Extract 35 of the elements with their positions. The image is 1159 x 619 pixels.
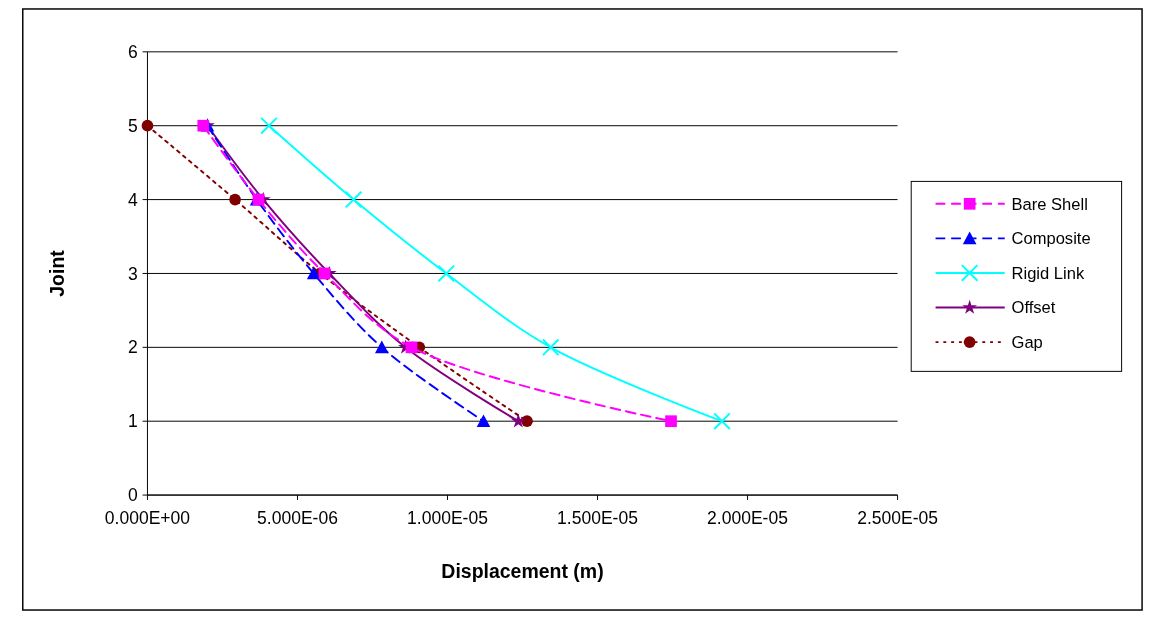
point — [521, 415, 533, 428]
y-tick-label: 5 — [127, 115, 138, 136]
point — [713, 412, 731, 430]
legend-label: Composite — [1011, 229, 1091, 249]
x-tick-label: 0.000E+00 — [104, 508, 191, 529]
point — [141, 119, 154, 132]
y-tick-label: 2 — [127, 337, 138, 358]
point — [374, 340, 389, 354]
legend-label: Rigid Link — [1011, 263, 1085, 283]
y-axis-title: Joint — [45, 249, 68, 297]
y-tick-label: 1 — [127, 411, 138, 432]
point — [260, 116, 278, 135]
x-tick-label: 1.500E-05 — [557, 508, 638, 529]
x-tick-label: 2.000E-05 — [707, 508, 788, 529]
point — [437, 264, 456, 283]
point — [476, 414, 491, 428]
point — [665, 415, 677, 428]
x-tick-label: 1.000E-05 — [407, 508, 488, 529]
y-tick-label: 3 — [127, 263, 138, 284]
point — [510, 413, 526, 428]
y-tick-label: 6 — [127, 41, 138, 62]
point — [197, 119, 210, 132]
legend-label: Offset — [1011, 298, 1056, 318]
point — [344, 190, 363, 209]
x-tick-label: 5.000E-06 — [257, 508, 338, 529]
y-tick-label: 0 — [127, 485, 138, 506]
legend-label: Bare Shell — [1011, 194, 1088, 214]
y-tick-label: 4 — [127, 189, 138, 210]
point — [306, 266, 321, 280]
legend-label: Gap — [1011, 332, 1043, 352]
point — [405, 341, 418, 354]
point — [229, 193, 241, 206]
x-tick-label: 2.500E-05 — [857, 508, 938, 529]
point — [541, 338, 560, 357]
x-axis-title: Displacement (m) — [441, 559, 604, 582]
